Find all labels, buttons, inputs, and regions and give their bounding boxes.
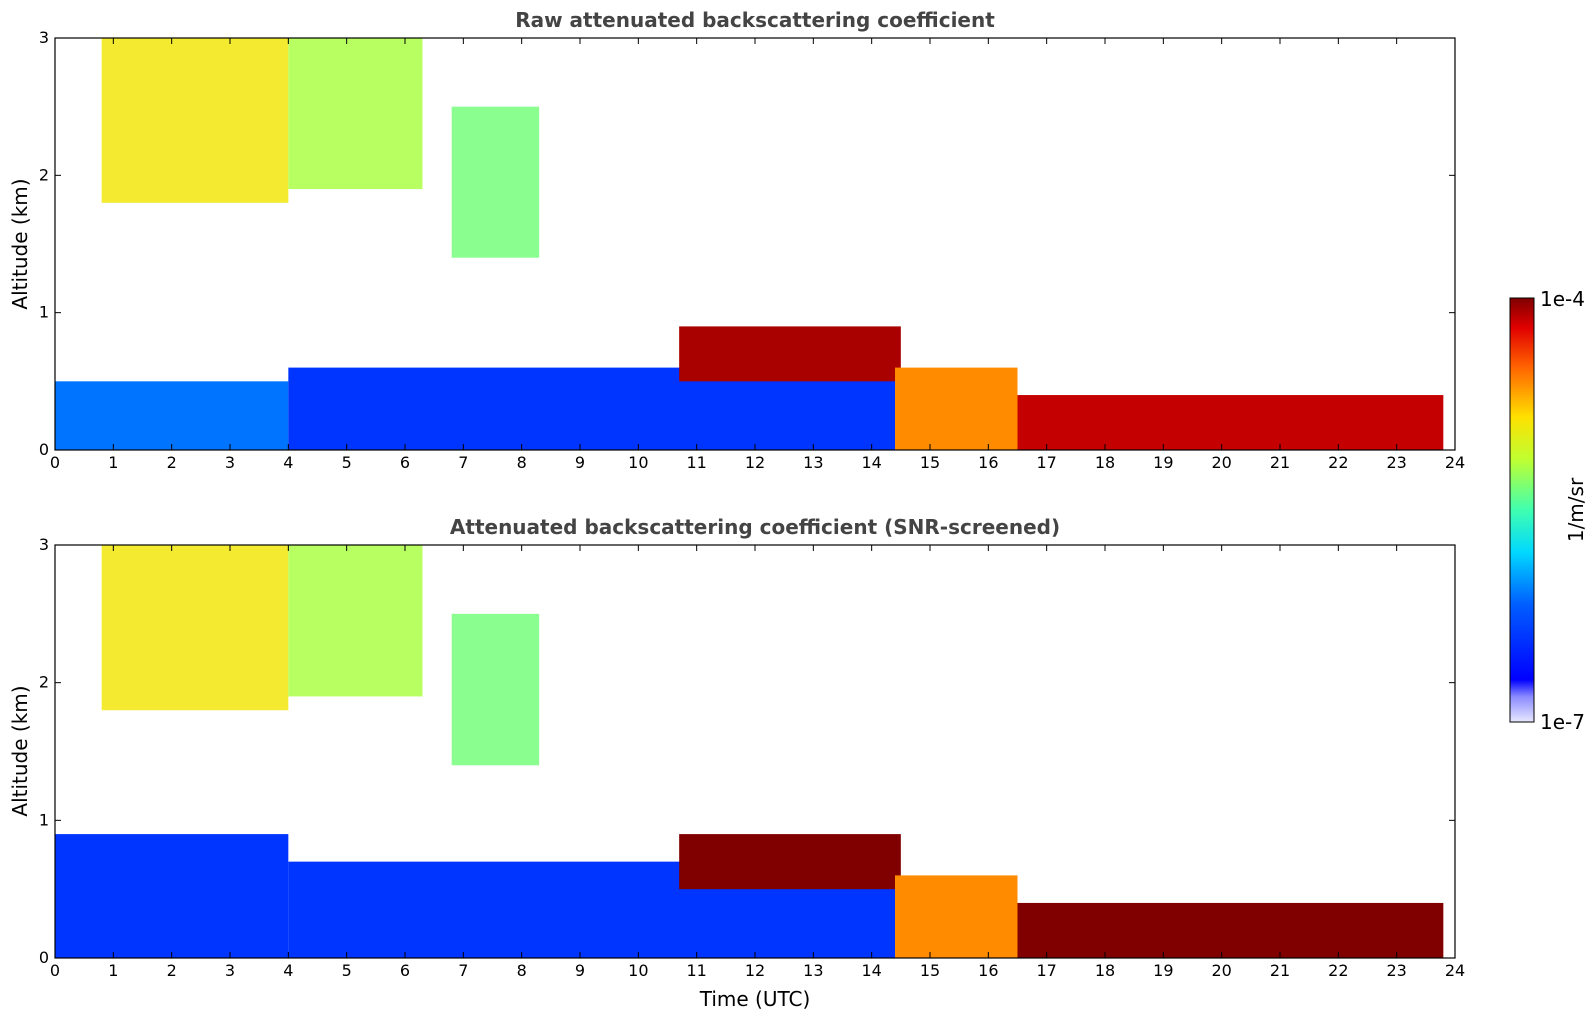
x-tick-label: 10	[628, 961, 648, 980]
x-tick-label: 6	[400, 453, 410, 472]
x-tick-label: 17	[1036, 453, 1056, 472]
heatmap-region-boundary-layer	[55, 381, 289, 450]
x-tick-label: 10	[628, 453, 648, 472]
x-tick-label: 8	[517, 453, 527, 472]
heatmap-region-aerosol	[55, 834, 289, 958]
x-tick-label: 4	[283, 453, 293, 472]
heatmap-region-cirrus	[451, 613, 540, 766]
heatmap-region-cirrus	[101, 545, 289, 711]
y-tick-label: 2	[39, 165, 49, 184]
panel-screened-y-ticks: 0 1 2 3	[39, 535, 1455, 967]
x-tick-label: 18	[1095, 453, 1115, 472]
x-tick-label: 14	[861, 961, 881, 980]
x-tick-label: 9	[575, 961, 585, 980]
x-tick-label: 16	[978, 961, 998, 980]
x-tick-label: 5	[342, 961, 352, 980]
x-tick-label: 7	[458, 453, 468, 472]
y-tick-label: 3	[39, 535, 49, 554]
x-tick-label: 2	[167, 961, 177, 980]
x-tick-label: 7	[458, 961, 468, 980]
panel-screened-title: Attenuated backscattering coefficient (S…	[450, 515, 1060, 539]
x-tick-label: 22	[1328, 453, 1348, 472]
y-tick-label: 1	[39, 810, 49, 829]
x-tick-label: 6	[400, 961, 410, 980]
x-tick-label: 23	[1386, 453, 1406, 472]
y-tick-label: 1	[39, 303, 49, 322]
x-axis-label: Time (UTC)	[699, 987, 811, 1011]
heatmap-region-boundary-layer	[288, 367, 895, 450]
x-tick-label: 22	[1328, 961, 1348, 980]
colorbar-max-label: 1e-4	[1540, 287, 1585, 311]
x-tick-label: 1	[108, 961, 118, 980]
panel-screened-x-ticks: 0 1 2 3 4 5 6 7 8 9 10 11 12 13 14 15 16 17 18 19 20 21 22 23 24	[50, 545, 1465, 980]
x-tick-label: 20	[1211, 453, 1231, 472]
x-tick-label: 13	[803, 961, 823, 980]
panel-raw-title: Raw attenuated backscattering coefficien…	[515, 8, 995, 32]
x-tick-label: 18	[1095, 961, 1115, 980]
heatmap-region-fog	[1017, 902, 1444, 958]
x-tick-label: 19	[1153, 961, 1173, 980]
x-tick-label: 21	[1270, 961, 1290, 980]
heatmap-region-cirrus	[451, 106, 540, 258]
panel-raw-x-ticks: 0 1 2 3 4 5 6 7 8 9 10 11 12 13 14 15 16 17 18 19 20 21 22 23 24	[50, 38, 1465, 472]
heatmap-region-cirrus	[101, 38, 289, 203]
x-tick-label: 0	[50, 453, 60, 472]
panel-raw-y-label: Altitude (km)	[8, 178, 32, 309]
heatmap-region-cloud-top	[679, 834, 901, 890]
x-tick-label: 11	[686, 961, 706, 980]
x-tick-label: 8	[517, 961, 527, 980]
panel-screened-heatmap	[55, 545, 1444, 958]
x-tick-label: 12	[745, 961, 765, 980]
x-tick-label: 3	[225, 961, 235, 980]
x-tick-label: 1	[108, 453, 118, 472]
colorbar-min-label: 1e-7	[1540, 710, 1585, 734]
y-tick-label: 2	[39, 673, 49, 692]
x-tick-label: 20	[1211, 961, 1231, 980]
panel-screened: Attenuated backscattering coefficient (S…	[8, 515, 1465, 1011]
x-tick-label: 5	[342, 453, 352, 472]
x-tick-label: 15	[920, 961, 940, 980]
x-tick-label: 16	[978, 453, 998, 472]
x-tick-label: 19	[1153, 453, 1173, 472]
x-tick-label: 0	[50, 961, 60, 980]
heatmap-region-cirrus	[288, 545, 423, 697]
x-tick-label: 24	[1445, 961, 1465, 980]
colorbar-unit-label: 1/m/sr	[1564, 477, 1588, 542]
x-tick-label: 9	[575, 453, 585, 472]
x-tick-label: 23	[1386, 961, 1406, 980]
heatmap-region-fog	[895, 367, 1018, 450]
x-tick-label: 13	[803, 453, 823, 472]
x-tick-label: 4	[283, 961, 293, 980]
y-tick-label: 0	[39, 948, 49, 967]
y-tick-label: 0	[39, 440, 49, 459]
x-tick-label: 12	[745, 453, 765, 472]
x-tick-label: 15	[920, 453, 940, 472]
heatmap-region-fog	[895, 875, 1018, 958]
x-tick-label: 3	[225, 453, 235, 472]
x-tick-label: 14	[861, 453, 881, 472]
y-tick-label: 3	[39, 28, 49, 47]
heatmap-region-fog	[1017, 395, 1444, 450]
panel-raw-heatmap	[55, 38, 1444, 450]
panel-raw: Raw attenuated backscattering coefficien…	[8, 8, 1465, 472]
x-tick-label: 21	[1270, 453, 1290, 472]
heatmap-region-cloud-top	[679, 326, 901, 382]
x-tick-label: 2	[167, 453, 177, 472]
colorbar-gradient	[1509, 297, 1535, 723]
panel-screened-y-label: Altitude (km)	[8, 685, 32, 816]
x-tick-label: 24	[1445, 453, 1465, 472]
x-tick-label: 11	[686, 453, 706, 472]
colorbar: 1e-4 1e-7 1/m/sr	[1509, 287, 1588, 734]
heatmap-region-cirrus	[288, 38, 423, 190]
x-tick-label: 17	[1036, 961, 1056, 980]
panel-raw-y-ticks: 0 1 2 3	[39, 28, 1455, 459]
